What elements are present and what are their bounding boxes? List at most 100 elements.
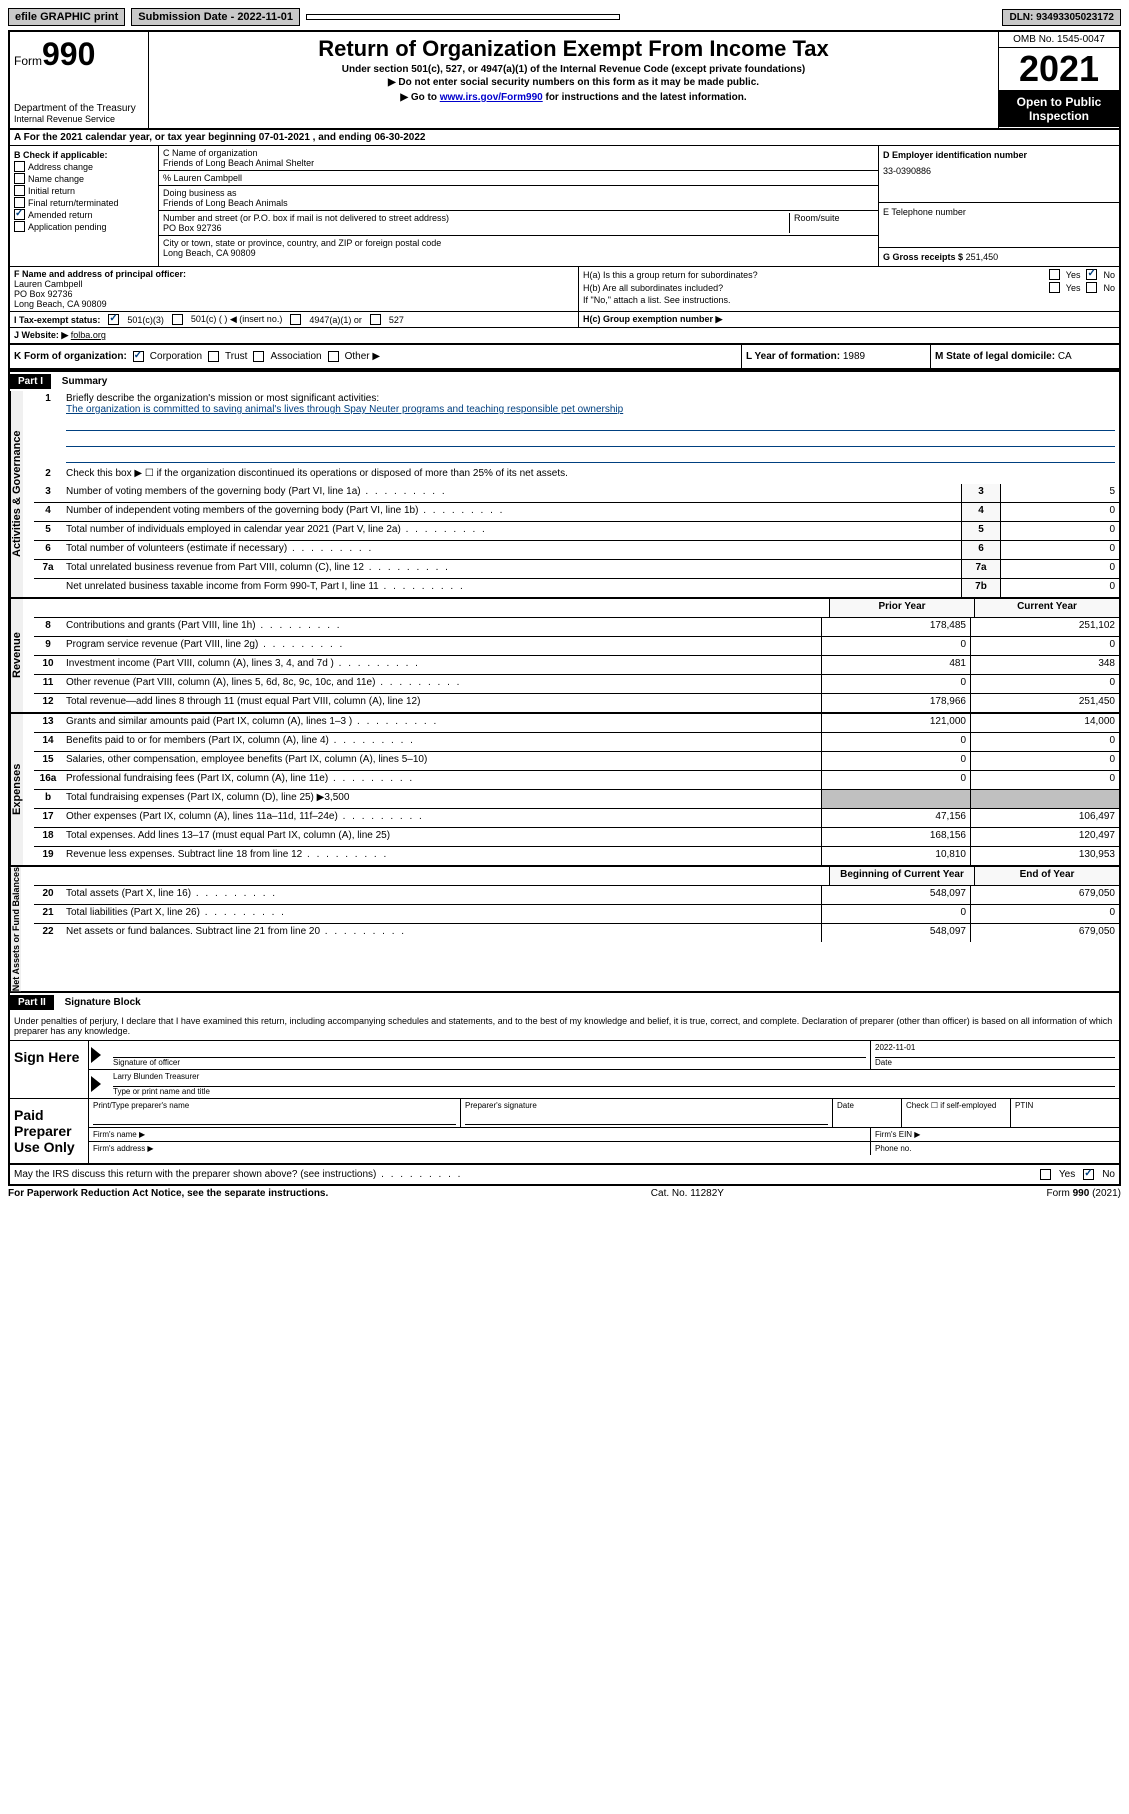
firm-addr-label: Firm's address ▶ xyxy=(89,1142,870,1155)
form-title: Return of Organization Exempt From Incom… xyxy=(153,36,994,62)
line-20: Total assets (Part X, line 16) xyxy=(62,886,821,904)
line-17: Other expenses (Part IX, column (A), lin… xyxy=(62,809,821,827)
print-name-label: Print/Type preparer's name xyxy=(93,1101,456,1110)
care-of: % Lauren Cambpell xyxy=(163,173,874,183)
checkbox-ha-no[interactable] xyxy=(1086,269,1097,280)
label-amended-return: Amended return xyxy=(28,210,93,220)
checkbox-4947[interactable] xyxy=(290,314,301,325)
sign-here-label: Sign Here xyxy=(10,1041,89,1098)
part-2-badge: Part II xyxy=(10,995,54,1010)
checkbox-trust[interactable] xyxy=(208,351,219,362)
firm-phone-label: Phone no. xyxy=(870,1142,1119,1155)
checkbox-discuss-yes[interactable] xyxy=(1040,1169,1051,1180)
line-3: Number of voting members of the governin… xyxy=(62,484,961,502)
irs-link[interactable]: www.irs.gov/Form990 xyxy=(440,92,543,103)
part-1-badge: Part I xyxy=(10,374,51,389)
checkbox-501c-other[interactable] xyxy=(172,314,183,325)
section-l-label: L Year of formation: xyxy=(746,351,840,362)
sidebar-governance: Activities & Governance xyxy=(10,391,23,597)
tax-year: 2021 xyxy=(999,48,1119,91)
label-address-change: Address change xyxy=(28,162,93,172)
ha-label: H(a) Is this a group return for subordin… xyxy=(583,270,1043,280)
checkbox-other[interactable] xyxy=(328,351,339,362)
form-instructions-link: ▶ Go to www.irs.gov/Form990 for instruct… xyxy=(153,92,994,103)
sig-date-label: Date xyxy=(875,1058,1115,1067)
checkbox-corporation[interactable] xyxy=(133,351,144,362)
checkbox-final-return[interactable] xyxy=(14,197,25,208)
officer-city: Long Beach, CA 90809 xyxy=(14,299,574,309)
org-name: Friends of Long Beach Animal Shelter xyxy=(163,158,874,168)
label-final-return: Final return/terminated xyxy=(28,198,119,208)
part-1-title: Summary xyxy=(62,376,108,387)
line-21: Total liabilities (Part X, line 26) xyxy=(62,905,821,923)
submission-date-label: Submission Date - 2022-11-01 xyxy=(131,8,300,26)
end-year-header: End of Year xyxy=(974,867,1119,885)
city-value: Long Beach, CA 90809 xyxy=(163,248,874,258)
form-subtitle-1: Under section 501(c), 527, or 4947(a)(1)… xyxy=(153,64,994,75)
line-18: Total expenses. Add lines 13–17 (must eq… xyxy=(62,828,821,846)
dln-label: DLN: 93493305023172 xyxy=(1002,9,1121,26)
line-11: Other revenue (Part VIII, column (A), li… xyxy=(62,675,821,693)
sidebar-expenses: Expenses xyxy=(10,714,23,865)
officer-name: Lauren Cambpell xyxy=(14,279,574,289)
sidebar-revenue: Revenue xyxy=(10,599,23,712)
line-6: Total number of volunteers (estimate if … xyxy=(62,541,961,559)
part-2-header-row: Part II Signature Block xyxy=(8,993,1121,1012)
may-irs-discuss: May the IRS discuss this return with the… xyxy=(14,1169,1032,1180)
type-name-label: Type or print name and title xyxy=(113,1087,1115,1096)
line-7b: Net unrelated business taxable income fr… xyxy=(62,579,961,597)
mission-statement: The organization is committed to saving … xyxy=(66,404,1115,415)
val-7b: 0 xyxy=(1000,579,1119,597)
checkbox-hb-no[interactable] xyxy=(1086,282,1097,293)
form-number: Form990 xyxy=(14,36,144,73)
dba-value: Friends of Long Beach Animals xyxy=(163,198,874,208)
open-to-public: Open to Public Inspection xyxy=(999,91,1119,127)
website-value[interactable]: folba.org xyxy=(71,330,106,340)
form-footer: Form 990 (2021) xyxy=(1047,1188,1121,1199)
line-4: Number of independent voting members of … xyxy=(62,503,961,521)
line-14: Benefits paid to or for members (Part IX… xyxy=(62,733,821,751)
form-header: Form990 Department of the Treasury Inter… xyxy=(8,30,1121,130)
checkbox-ha-yes[interactable] xyxy=(1049,269,1060,280)
current-year-header: Current Year xyxy=(974,599,1119,617)
line-7a: Total unrelated business revenue from Pa… xyxy=(62,560,961,578)
street-label: Number and street (or P.O. box if mail i… xyxy=(163,213,789,223)
checkbox-initial-return[interactable] xyxy=(14,185,25,196)
org-name-label: C Name of organization xyxy=(163,148,874,158)
hb-label: H(b) Are all subordinates included? xyxy=(583,283,1043,293)
checkbox-hb-yes[interactable] xyxy=(1049,282,1060,293)
val-3: 5 xyxy=(1000,484,1119,502)
section-a-tax-year: A For the 2021 calendar year, or tax yea… xyxy=(8,130,1121,146)
checkbox-501c3[interactable] xyxy=(108,314,119,325)
ptin-label: PTIN xyxy=(1015,1101,1115,1110)
section-i-label: I Tax-exempt status: xyxy=(14,315,100,325)
begin-year-header: Beginning of Current Year xyxy=(829,867,974,885)
top-bar: efile GRAPHIC print Submission Date - 20… xyxy=(8,8,1121,26)
ein-value: 33-0390886 xyxy=(883,166,1115,176)
section-b-label: B Check if applicable: xyxy=(14,150,154,160)
gross-receipts-value: 251,450 xyxy=(966,252,999,262)
prior-year-header: Prior Year xyxy=(829,599,974,617)
checkbox-amended-return[interactable] xyxy=(14,209,25,220)
phone-label: E Telephone number xyxy=(883,207,1115,217)
state-domicile: CA xyxy=(1058,351,1072,362)
prep-sig-label: Preparer's signature xyxy=(465,1101,828,1110)
paperwork-notice: For Paperwork Reduction Act Notice, see … xyxy=(8,1188,328,1199)
form-subtitle-2: ▶ Do not enter social security numbers o… xyxy=(153,77,994,88)
checkbox-app-pending[interactable] xyxy=(14,221,25,232)
line-2-text: Check this box ▶ ☐ if the organization d… xyxy=(62,466,1119,484)
checkbox-address-change[interactable] xyxy=(14,161,25,172)
firm-ein-label: Firm's EIN ▶ xyxy=(870,1128,1119,1141)
spacer xyxy=(306,14,620,20)
checkbox-name-change[interactable] xyxy=(14,173,25,184)
line-12: Total revenue—add lines 8 through 11 (mu… xyxy=(62,694,821,712)
checkbox-discuss-no[interactable] xyxy=(1083,1169,1094,1180)
paid-preparer-label: Paid Preparer Use Only xyxy=(10,1099,89,1163)
checkbox-association[interactable] xyxy=(253,351,264,362)
checkbox-527[interactable] xyxy=(370,314,381,325)
line-15: Salaries, other compensation, employee b… xyxy=(62,752,821,770)
line-5: Total number of individuals employed in … xyxy=(62,522,961,540)
part-2-title: Signature Block xyxy=(65,997,141,1008)
efile-print-button[interactable]: efile GRAPHIC print xyxy=(8,8,125,26)
omb-number: OMB No. 1545-0047 xyxy=(999,32,1119,48)
